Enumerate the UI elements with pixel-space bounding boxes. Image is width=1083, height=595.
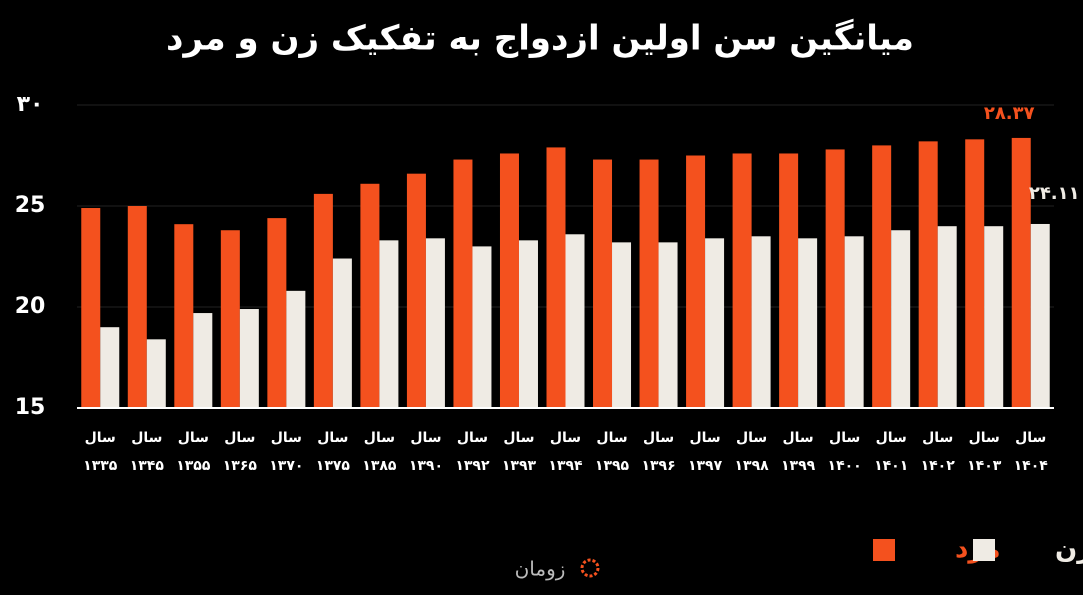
- legend-label: زن: [1055, 535, 1083, 565]
- x-tick-label: سال ۱۴۰۲: [920, 430, 955, 474]
- x-tick-label: سال ۱۴۰۰: [827, 430, 862, 474]
- bar: [406, 173, 426, 408]
- bar: [472, 246, 492, 408]
- bar: [313, 193, 333, 408]
- x-tick-label: سال ۱۳۳۵: [83, 430, 118, 474]
- x-tick-label: سال ۱۴۰۳: [967, 430, 1002, 474]
- bar: [825, 149, 845, 408]
- bar: [267, 218, 287, 408]
- x-tick-label: سال ۱۴۰۱: [874, 430, 909, 474]
- bar: [286, 290, 306, 408]
- bar: [360, 183, 380, 408]
- bar: [332, 258, 352, 408]
- bar: [100, 327, 120, 408]
- bar: [146, 339, 166, 408]
- bar: [565, 234, 585, 408]
- bar: [453, 159, 473, 408]
- x-tick-label: سال ۱۳۸۵: [362, 430, 397, 474]
- x-tick-label: سال ۱۳۹۶: [641, 430, 676, 474]
- bar: [918, 141, 938, 409]
- bar: [127, 206, 147, 408]
- y-tick-label: 20: [15, 294, 46, 319]
- x-tick-label: سال ۱۳۹۷: [687, 430, 723, 474]
- x-tick-label: سال ۱۳۵۵: [176, 430, 211, 474]
- bar: [174, 224, 194, 408]
- bar: [193, 313, 213, 408]
- bar: [872, 145, 892, 408]
- bar: [798, 238, 818, 408]
- x-tick-label: سال ۱۳۹۰: [408, 430, 444, 474]
- bar: [937, 226, 957, 408]
- bar: [518, 240, 538, 408]
- bar: [1030, 223, 1050, 408]
- bar: [612, 242, 632, 408]
- x-tick-label: سال ۱۴۰۴: [1013, 430, 1048, 474]
- bar: [779, 153, 799, 408]
- bar: [81, 208, 101, 408]
- y-tick-label: 15: [15, 395, 46, 420]
- bar: [499, 153, 519, 408]
- x-tick-label: سال ۱۳۶۵: [222, 430, 257, 474]
- bar: [844, 236, 864, 408]
- bar: [546, 147, 566, 409]
- bar: [379, 240, 399, 408]
- x-tick-label: سال ۱۳۹۴: [548, 430, 583, 474]
- x-tick-label: سال ۱۳۹۸: [734, 430, 769, 474]
- logo-icon: [580, 558, 600, 578]
- bar: [732, 153, 752, 408]
- x-tick-label: سال ۱۳۹۵: [594, 430, 630, 474]
- bar: [686, 155, 706, 408]
- x-tick-label: سال ۱۳۴۵: [129, 430, 164, 474]
- bar: [751, 236, 771, 408]
- bar: [891, 230, 911, 408]
- x-tick-label: سال ۱۳۹۹: [781, 430, 816, 474]
- x-tick-label: سال ۱۳۹۳: [501, 430, 537, 474]
- y-tick-label: ۳۰: [17, 92, 44, 117]
- legend-swatch: [873, 539, 895, 561]
- chart-title: میانگین سن اولین ازدواج به تفکیک زن و مر…: [166, 19, 914, 59]
- x-tick-label: سال ۱۳۷۵: [315, 430, 350, 474]
- y-tick-label: 25: [15, 193, 46, 218]
- x-tick-label: سال ۱۳۷۰: [269, 430, 304, 474]
- bar: [965, 139, 985, 408]
- bar: [1011, 137, 1031, 408]
- x-tick-label: سال ۱۳۹۲: [455, 430, 490, 474]
- bar: [639, 159, 659, 408]
- bar: [593, 159, 613, 408]
- bar: [220, 230, 240, 408]
- bar: [239, 309, 259, 408]
- value-label: ۲۸.۳۷: [984, 103, 1035, 124]
- bar: [658, 242, 678, 408]
- logo: زومان: [515, 557, 566, 581]
- legend-swatch: [973, 539, 995, 561]
- bar: [705, 238, 725, 408]
- bar: [984, 226, 1004, 408]
- value-label: ۲۴.۱۱: [1029, 183, 1080, 204]
- bar: [425, 238, 445, 408]
